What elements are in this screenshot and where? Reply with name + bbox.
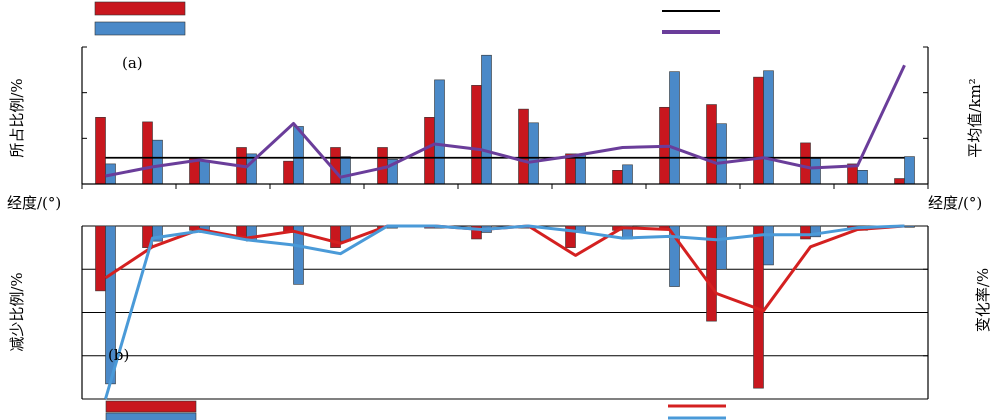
panel-b-lines: [104, 224, 905, 400]
panel-a-bar-count-11: [612, 170, 623, 185]
panel-a-bar-count-7: [424, 117, 435, 185]
panel-a-bar-count-4: [283, 160, 294, 185]
panel-b-ylabel-right: 变化率/%: [974, 268, 992, 332]
panel-b-bar-area-4: [293, 225, 304, 285]
panel-b-area-rate-line: [104, 224, 905, 400]
legend-a-swatch-0: [94, 1, 186, 16]
panel-b-bar-area-14: [763, 225, 774, 266]
panel-a-bar-area-9: [528, 122, 539, 185]
panel-a-label: (a): [122, 54, 143, 72]
panel-b-bar-count-10: [565, 225, 576, 248]
panel-a-bar-area-16: [857, 170, 868, 185]
panel-a-bar-count-15: [800, 142, 811, 185]
panel-b-grid: [82, 225, 928, 400]
panel-a: (a) 经度/(°) 经度/(°) 所占比例/% 平均值/km²: [7, 46, 984, 212]
panel-a-bar-count-17: [894, 178, 905, 185]
panel-a-bar-area-5: [340, 156, 351, 185]
panel-b: (b) 减少比例/% 变化率/%: [8, 224, 992, 400]
panel-a-bar-area-7: [434, 79, 445, 185]
panel-b-bar-count-0: [95, 225, 106, 292]
panel-a-xlabel: 经度/(°): [7, 194, 61, 212]
panel-a-axes: [81, 46, 929, 189]
panel-a-xlabel-right: 经度/(°): [928, 194, 982, 212]
panel-a-bar-count-9: [518, 108, 529, 185]
panel-b-axes: [81, 225, 929, 400]
panel-a-bar-area-13: [716, 123, 727, 185]
panel-a-ylabel-right: 平均值/km²: [966, 78, 984, 157]
legend-a-swatch-1: [94, 21, 186, 36]
panel-a-bar-area-17: [904, 156, 915, 185]
panel-a-mean-line: [105, 64, 906, 179]
panel-a-bar-count-8: [471, 85, 482, 185]
legend-b-swatch-1: [105, 412, 197, 420]
legend-top: [94, 1, 720, 36]
panel-b-bar-area-12: [669, 225, 680, 287]
panel-a-bar-area-1: [152, 139, 163, 185]
panel-b-bar-count-15: [800, 225, 811, 240]
panel-b-bar-area-13: [716, 225, 727, 270]
panel-b-ylabel-left: 减少比例/%: [8, 272, 26, 351]
panel-a-bar-area-2: [199, 159, 210, 185]
panel-b-bars: [95, 225, 915, 389]
panel-b-bar-area-1: [152, 225, 163, 242]
panel-a-bar-area-12: [669, 71, 680, 185]
panel-b-count-rate-line: [104, 224, 905, 313]
panel-a-bar-area-15: [810, 158, 821, 185]
panel-a-bar-area-14: [763, 70, 774, 185]
panel-a-bar-count-14: [753, 76, 764, 185]
panel-a-bar-area-11: [622, 164, 633, 185]
panel-b-bar-area-15: [810, 225, 821, 238]
legend-bottom: [105, 400, 726, 420]
panel-a-bar-area-8: [481, 54, 492, 185]
legend-b-swatch-0: [105, 400, 197, 413]
panel-a-bar-count-0: [95, 117, 106, 185]
panel-a-bar-count-1: [142, 121, 153, 185]
panel-b-bar-count-13: [706, 225, 717, 322]
panel-a-ylabel-left: 所占比例/%: [8, 78, 26, 157]
panel-a-bar-count-13: [706, 104, 717, 185]
panel-a-lines: [105, 64, 906, 179]
panel-b-bar-area-17: [904, 225, 915, 228]
panel-b-label: (b): [108, 346, 129, 364]
